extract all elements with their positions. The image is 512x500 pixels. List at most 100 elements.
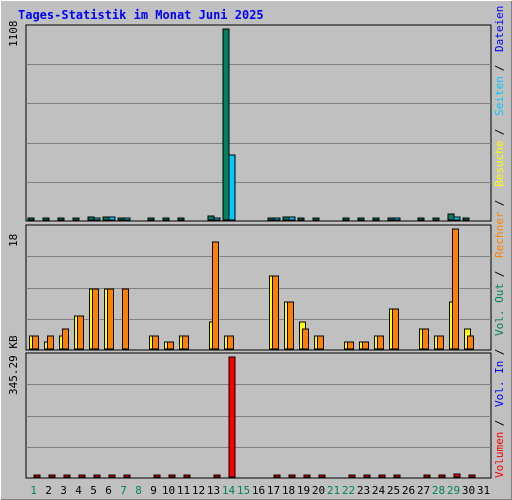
bar-requests-anfragen-day-19 (297, 217, 305, 221)
legend-entry: Volumen (493, 432, 506, 478)
x-tick-label-day: 22 (342, 484, 355, 497)
x-tick-label-day: 9 (150, 484, 157, 497)
bar-visits-rechner-day-11 (182, 335, 189, 350)
x-tick-label-day: 19 (297, 484, 310, 497)
legend-separator: / (493, 271, 506, 278)
x-axis-labels: 1 2 3 4 5 6 7 8 9 10 11 12 13 14 15 16 17 18 19 20 21 22 23 24 2… (30, 484, 490, 497)
bar-volume-volumen-day-20 (318, 474, 326, 478)
bar-requests-anfragen-day-24 (372, 217, 380, 221)
bar-requests-anfragen-day-5 (87, 216, 95, 221)
bar-visits-rechner-day-4 (77, 315, 84, 350)
y-max-label: 345.29 KB (7, 335, 20, 395)
legend-entry: Rechner (493, 211, 506, 258)
legend-entry: Vol. Out (493, 283, 506, 336)
bar-volume-volumen-day-24 (378, 474, 386, 478)
bar-requests-seiten-day-14 (228, 154, 236, 221)
x-tick-label-day: 15 (237, 484, 250, 497)
bar-requests-seiten-day-18 (288, 216, 296, 221)
bar-requests-seiten-day-13 (213, 217, 221, 221)
x-tick-label-day: 8 (135, 484, 142, 497)
x-tick-label-day: 21 (327, 484, 340, 497)
bar-visits-rechner-day-19 (302, 328, 309, 350)
x-tick-label-day: 5 (90, 484, 97, 497)
chart-legend: Volumen / Vol. In / Vol. Out / Rechner /… (493, 0, 506, 478)
x-tick-label-day: 14 (222, 484, 236, 497)
bar-requests-seiten-day-17 (273, 217, 281, 221)
bar-volume-volumen-day-29 (453, 473, 461, 478)
legend-entry: Dateien (493, 6, 506, 52)
bar-requests-anfragen-day-30 (462, 217, 470, 221)
bar-visits-rechner-day-30 (467, 335, 474, 350)
legend-separator: / (493, 200, 506, 207)
bar-volume-volumen-day-3 (63, 474, 71, 478)
x-tick-label-day: 11 (177, 484, 190, 497)
y-max-label: 1108 (7, 21, 20, 48)
legend-separator: / (493, 129, 506, 136)
bar-requests-anfragen-day-9 (147, 217, 155, 221)
bar-volume-volumen-day-11 (183, 474, 191, 478)
bar-volume-volumen-day-5 (93, 474, 101, 478)
bar-requests-anfragen-day-6 (102, 216, 110, 221)
x-tick-label-day: 25 (387, 484, 400, 497)
x-tick-label-day: 30 (462, 484, 475, 497)
bar-requests-anfragen-day-27 (417, 217, 425, 221)
bar-visits-rechner-day-2 (47, 335, 54, 350)
bar-requests-anfragen-day-7 (117, 217, 125, 221)
bar-visits-rechner-day-14 (227, 335, 234, 350)
x-tick-label-day: 1 (30, 484, 37, 497)
bar-requests-anfragen-day-1 (27, 217, 35, 221)
x-tick-label-day: 17 (267, 484, 280, 497)
bar-volume-volumen-day-14 (228, 356, 236, 478)
bar-volume-volumen-day-18 (288, 474, 296, 478)
legend-separator: / (493, 420, 506, 427)
bar-volume-volumen-day-28 (438, 474, 446, 478)
bar-visits-rechner-day-22 (347, 341, 354, 350)
bar-requests-anfragen-day-2 (42, 217, 50, 221)
x-tick-label-day: 29 (447, 484, 460, 497)
bar-volume-volumen-day-1 (33, 474, 41, 478)
x-tick-label-day: 28 (432, 484, 445, 497)
bar-requests-anfragen-day-3 (57, 217, 65, 221)
bar-visits-rechner-day-13 (212, 241, 219, 350)
bar-requests-anfragen-day-23 (357, 217, 365, 221)
bar-requests-seiten-day-7 (123, 217, 131, 221)
bar-visits-rechner-day-24 (377, 335, 384, 350)
bar-volume-volumen-day-23 (363, 474, 371, 478)
legend-separator: / (493, 349, 506, 356)
bar-volume-volumen-day-30 (468, 474, 476, 478)
panel-frame (25, 24, 492, 222)
bar-volume-volumen-day-6 (108, 474, 116, 478)
bar-visits-rechner-day-27 (422, 328, 429, 350)
x-tick-label-day: 23 (357, 484, 370, 497)
panel-frame (25, 224, 492, 351)
x-tick-label-day: 20 (312, 484, 325, 497)
bar-requests-anfragen-day-11 (177, 217, 185, 221)
bar-visits-rechner-day-7 (122, 288, 129, 350)
bar-volume-volumen-day-9 (153, 474, 161, 478)
bar-requests-anfragen-day-4 (72, 217, 80, 221)
bar-visits-rechner-day-29 (452, 228, 459, 350)
x-tick-label-day: 26 (402, 484, 415, 497)
bar-volume-volumen-day-25 (393, 474, 401, 478)
bar-requests-anfragen-day-20 (312, 217, 320, 221)
bar-requests-seiten-day-5 (93, 217, 101, 221)
bar-visits-rechner-day-18 (287, 301, 294, 350)
legend-entry: Besuche (493, 141, 506, 187)
panel-volume: 345.29 KB (7, 335, 492, 479)
x-tick-label-day: 18 (282, 484, 295, 497)
bar-requests-seiten-day-6 (108, 216, 116, 221)
legend-separator: / (493, 65, 506, 72)
bar-requests-anfragen-day-17 (267, 217, 275, 221)
bar-volume-volumen-day-17 (273, 474, 281, 478)
bar-volume-volumen-day-4 (78, 474, 86, 478)
chart-title: Tages-Statistik im Monat Juni 2025 (18, 8, 264, 22)
x-tick-label-day: 4 (75, 484, 82, 497)
bar-requests-anfragen-day-10 (162, 217, 170, 221)
bar-requests-anfragen-day-29 (447, 213, 455, 221)
panel-frame (25, 352, 492, 479)
bar-requests-anfragen-day-14 (222, 28, 230, 221)
bar-visits-rechner-day-3 (62, 328, 69, 350)
x-tick-label-day: 31 (477, 484, 490, 497)
bar-visits-rechner-day-1 (32, 335, 39, 350)
